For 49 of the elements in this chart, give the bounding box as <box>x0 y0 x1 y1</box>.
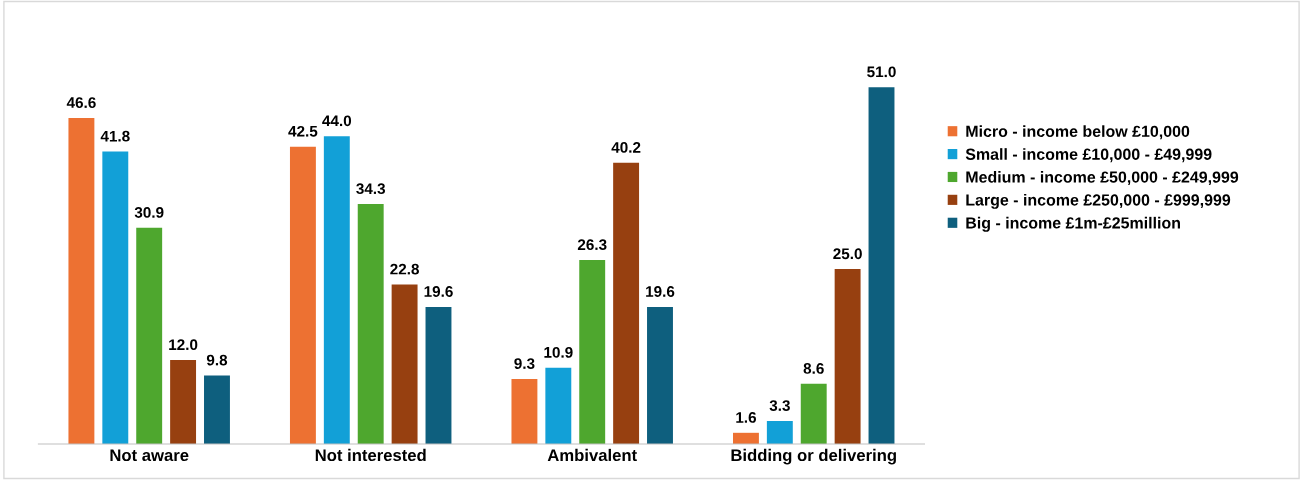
data-label: 9.3 <box>514 358 535 369</box>
data-label: 19.6 <box>424 286 453 297</box>
x-tick-label: Bidding or delivering <box>731 448 896 465</box>
bar <box>800 383 827 444</box>
data-label: 22.8 <box>390 263 419 275</box>
data-label: 3.3 <box>769 400 790 411</box>
data-label: 30.9 <box>134 207 164 218</box>
bar <box>357 204 384 444</box>
bar <box>391 284 418 444</box>
bar <box>136 227 163 444</box>
bar <box>204 375 230 444</box>
bar <box>613 162 640 444</box>
data-label: 26.3 <box>577 239 607 251</box>
legend-label: Large - income £250,000 - £999,999 <box>966 193 1231 209</box>
x-tick-label: Not interested <box>315 448 426 462</box>
data-label: 44.0 <box>322 115 352 127</box>
data-label: 25.0 <box>833 248 862 260</box>
legend-label: Big - income £1m-£25million <box>966 216 1180 232</box>
bar <box>425 306 452 444</box>
data-label: 46.6 <box>66 97 96 109</box>
bar <box>102 151 129 444</box>
x-tick-label: Ambivalent <box>547 448 637 462</box>
bar <box>834 269 861 444</box>
legend-label: Medium - income £50,000 - £249,999 <box>966 171 1239 186</box>
bar <box>766 420 793 444</box>
x-tick-label: Not aware <box>110 449 189 462</box>
bar <box>732 432 759 444</box>
bar <box>511 378 538 444</box>
data-label: 10.9 <box>544 346 573 358</box>
data-label: 51.0 <box>867 66 896 78</box>
data-label: 8.6 <box>803 363 824 374</box>
data-label: 34.3 <box>356 183 386 195</box>
bar <box>170 360 197 444</box>
bar <box>868 87 895 444</box>
bar <box>68 117 95 444</box>
data-label: 40.2 <box>611 141 641 153</box>
bar <box>323 136 350 444</box>
legend-label: Small - income £10,000 - £49,999 <box>965 148 1212 163</box>
data-label: 19.6 <box>646 286 675 297</box>
data-label: 9.8 <box>206 354 228 366</box>
bar <box>545 367 572 444</box>
bar <box>647 306 673 444</box>
bar <box>289 146 316 444</box>
bar <box>579 260 606 444</box>
legend-label: Micro - income below £10,000 <box>966 125 1190 140</box>
data-label: 1.6 <box>736 412 757 423</box>
data-label: 41.8 <box>100 130 130 142</box>
data-label: 12.0 <box>169 339 198 351</box>
data-label: 42.5 <box>288 125 318 137</box>
